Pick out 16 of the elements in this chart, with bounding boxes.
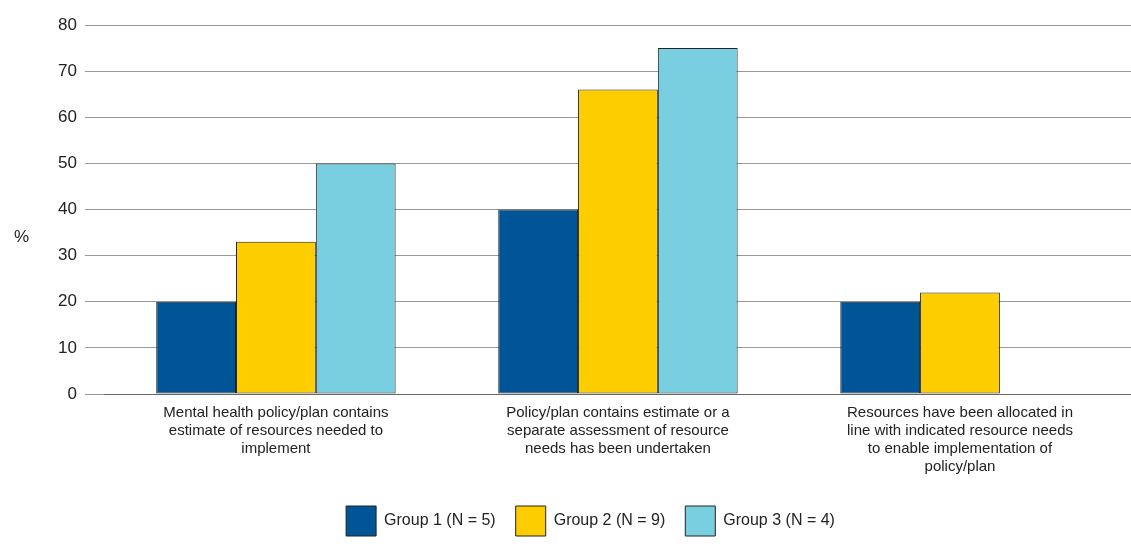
legend-label: Group 2 (N = 9) xyxy=(553,511,666,529)
y-tick-label: 10 xyxy=(57,337,77,357)
x-tick-label: Resources have been allocated in line with indicated resource needs to enable implementation of policy/plan xyxy=(846,403,1073,475)
y-tick-label: 20 xyxy=(57,291,77,311)
y-tick-label: 40 xyxy=(57,199,77,219)
legend-label: Group 1 (N = 5) xyxy=(384,511,496,529)
legend-label: Group 3 (N = 4) xyxy=(723,511,835,529)
y-tick-label: 70 xyxy=(57,60,77,80)
y-tick-label: 50 xyxy=(57,153,77,173)
y-tick-label: 0 xyxy=(67,383,77,403)
y-tick-label: 60 xyxy=(57,106,77,126)
y-tick-label: 30 xyxy=(57,245,77,265)
x-tick-label: Mental health policy/plan contains estimate of resources needed to implement xyxy=(163,403,389,457)
y-axis-title: % xyxy=(14,227,30,247)
x-tick-label: Policy/plan contains estimate or a separate assessment of resource needs has been undertaken xyxy=(506,403,731,457)
y-tick-label: 80 xyxy=(57,14,77,34)
